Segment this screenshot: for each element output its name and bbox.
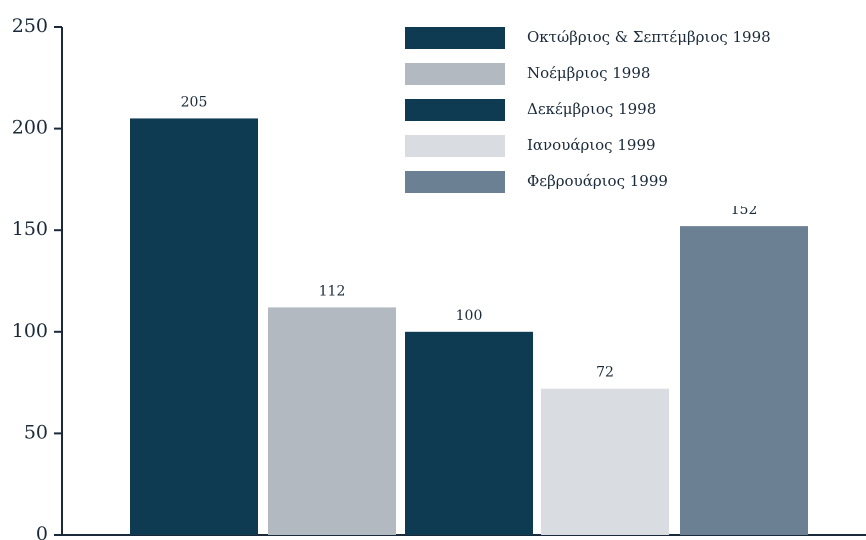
y-tick-label: 50: [24, 421, 48, 443]
value-label: 112: [319, 283, 346, 299]
y-tick-label: 250: [12, 15, 48, 37]
legend-swatch: [405, 171, 505, 193]
bar: [680, 226, 808, 536]
value-label: 205: [181, 94, 208, 110]
y-tick-label: 150: [12, 218, 48, 240]
legend-label: Οκτώβριος & Σεπτέμβριος 1998: [527, 28, 771, 46]
value-label: 152: [731, 202, 758, 218]
value-label: 72: [596, 365, 614, 381]
y-tick-label: 0: [36, 523, 48, 540]
legend-label: Ιανουάριος 1999: [527, 136, 656, 154]
bar: [405, 331, 533, 535]
y-tick-label: 100: [12, 320, 48, 342]
legend-label: Δεκέμβριος 1998: [527, 100, 656, 118]
legend-swatch: [405, 27, 505, 49]
bar: [130, 118, 258, 535]
legend-label: Νοέμβριος 1998: [527, 64, 650, 82]
legend-swatch: [405, 99, 505, 121]
legend-swatch: [405, 63, 505, 85]
legend-swatch: [405, 135, 505, 157]
y-tick-label: 200: [12, 117, 48, 139]
value-label: 100: [456, 308, 483, 324]
legend-label: Φεβρουάριος 1999: [527, 172, 668, 190]
bar: [268, 307, 396, 535]
bar: [541, 388, 669, 535]
